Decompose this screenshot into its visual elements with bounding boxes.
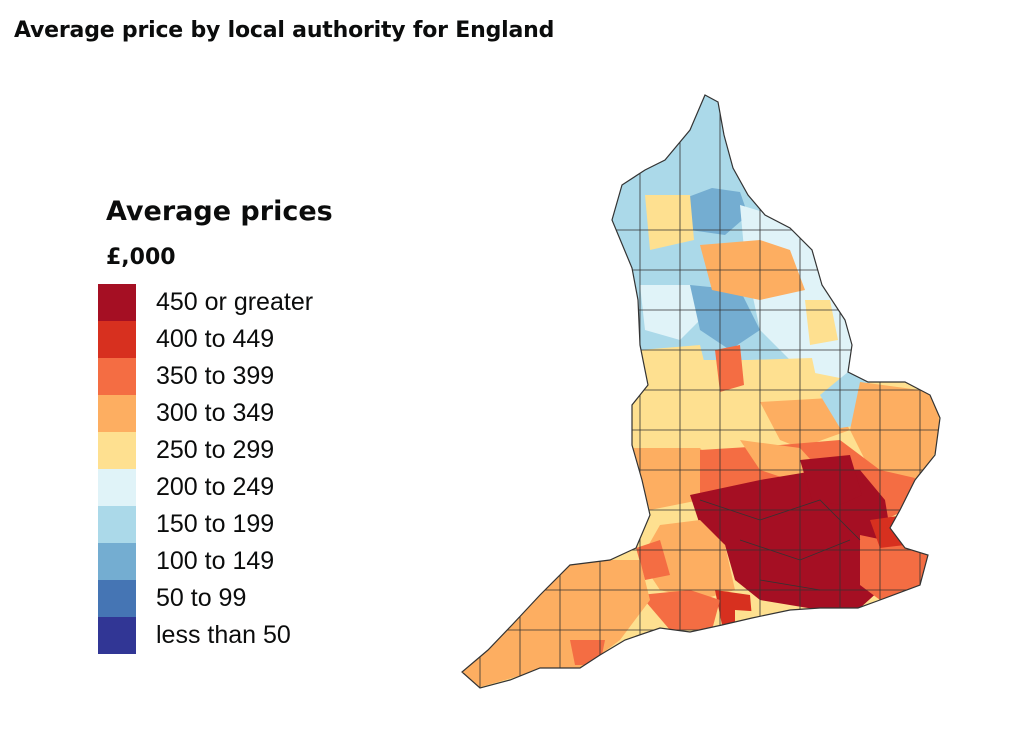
legend-label: 100 to 149 [156, 547, 275, 575]
border-lines-horizontal [462, 229, 940, 631]
region-leicester [760, 398, 850, 448]
legend-item: 400 to 449 [98, 321, 333, 358]
legend-item: 200 to 249 [98, 469, 333, 506]
legend-swatch [98, 358, 136, 395]
region-hertfordshire [800, 455, 862, 505]
legend-item: 100 to 149 [98, 543, 333, 580]
legend-item: 250 to 299 [98, 432, 333, 469]
region-cumbria-south [645, 195, 694, 250]
legend-label: 250 to 299 [156, 436, 275, 464]
legend-swatch [98, 395, 136, 432]
legend-item: 150 to 199 [98, 506, 333, 543]
legend-rows: 450 or greater 400 to 449 350 to 399 300 to… [98, 284, 333, 654]
region-northeast-dark [680, 188, 748, 235]
region-east-anglia [850, 382, 940, 480]
legend-item: less than 50 [98, 617, 333, 654]
legend-swatch [98, 432, 136, 469]
region-birmingham [705, 395, 780, 452]
legend-unit: £,000 [106, 245, 176, 270]
legend-label: 450 or greater [156, 288, 314, 316]
region-kent [860, 535, 930, 600]
legend-swatch [98, 469, 136, 506]
region-devon-cornwall [462, 560, 650, 688]
legend-label: 150 to 199 [156, 510, 275, 538]
legend-swatch [98, 284, 136, 321]
legend-label: 200 to 249 [156, 473, 275, 501]
region-lincoln [805, 300, 838, 345]
legend-title: Average prices [106, 196, 333, 227]
legend-label: 350 to 399 [156, 362, 275, 390]
page-title: Average price by local authority for Eng… [14, 18, 555, 43]
legend-item: 300 to 349 [98, 395, 333, 432]
region-lancashire [640, 285, 700, 340]
region-nottingham [748, 358, 820, 402]
border-lines-london [699, 499, 861, 591]
legend-swatch [98, 580, 136, 617]
region-west-yorkshire [690, 285, 760, 350]
district-borders [462, 95, 940, 688]
legend-item: 450 or greater [98, 284, 333, 321]
legend-label: 400 to 449 [156, 325, 275, 353]
legend-label: 300 to 349 [156, 399, 275, 427]
legend-swatch [98, 617, 136, 654]
legend-swatch [98, 543, 136, 580]
legend: Average prices £,000 450 or greater 400 t… [98, 196, 333, 654]
legend-label: 50 to 99 [156, 584, 247, 612]
legend-swatch [98, 321, 136, 358]
region-wiltshire [640, 520, 735, 600]
region-west-midlands [632, 392, 705, 455]
legend-item: 50 to 99 [98, 580, 333, 617]
legend-label: less than 50 [156, 621, 291, 649]
legend-swatch [98, 506, 136, 543]
region-peak [715, 345, 744, 392]
england-choropleth-map [461, 94, 941, 689]
legend-item: 350 to 399 [98, 358, 333, 395]
region-cheshire [640, 345, 710, 395]
